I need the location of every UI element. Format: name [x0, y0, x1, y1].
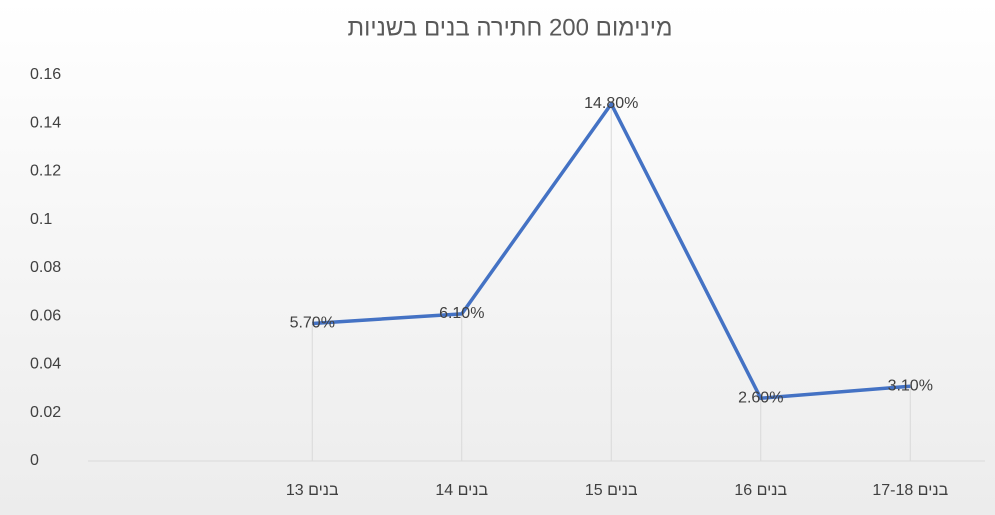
data-label: 5.70% — [290, 315, 335, 332]
data-label: 14.80% — [584, 95, 638, 112]
y-tick-label: 0 — [30, 452, 39, 469]
x-tick-label: בנים 13 — [286, 482, 339, 499]
series-line — [312, 102, 911, 401]
y-tick-label: 0.08 — [30, 259, 61, 276]
data-label: 6.10% — [439, 305, 484, 322]
data-label: 3.10% — [888, 377, 933, 394]
x-tick-label: בנים 17-18 — [872, 482, 948, 499]
y-tick-label: 0.14 — [30, 114, 61, 131]
chart-title: מינימום 200 חתירה בנים בשניות — [348, 14, 673, 41]
y-tick-label: 0.04 — [30, 356, 61, 373]
y-tick-label: 0.1 — [30, 211, 52, 228]
x-tick-label: בנים 16 — [734, 482, 787, 499]
data-label: 2.60% — [738, 389, 783, 406]
x-tick-label: בנים 14 — [435, 482, 488, 499]
y-tick-label: 0.02 — [30, 404, 61, 421]
y-tick-label: 0.06 — [30, 307, 61, 324]
y-tick-label: 0.16 — [30, 66, 61, 83]
y-tick-label: 0.12 — [30, 163, 61, 180]
x-tick-label: בנים 15 — [585, 482, 638, 499]
